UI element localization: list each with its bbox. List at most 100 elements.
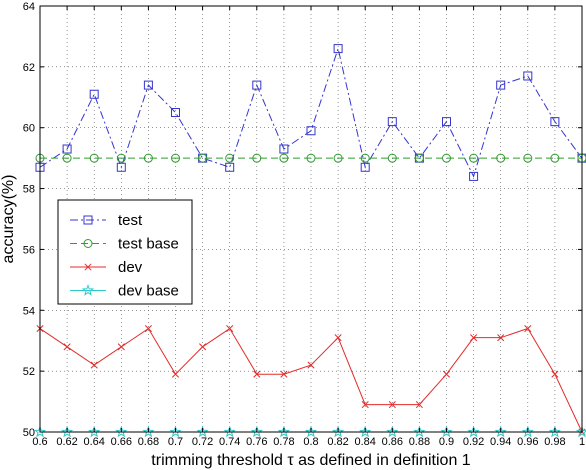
- data-point: [550, 117, 560, 127]
- data-point: [144, 324, 152, 333]
- data-point: [280, 370, 288, 378]
- data-point: [442, 117, 451, 127]
- data-point: [62, 144, 72, 154]
- data-point: [467, 425, 480, 438]
- data-point: [171, 370, 180, 378]
- legend-label: dev: [118, 259, 143, 276]
- data-point: [226, 324, 234, 333]
- legend-label: test base: [118, 236, 179, 253]
- data-point: [548, 425, 562, 438]
- data-point: [469, 153, 479, 163]
- data-point: [199, 343, 207, 351]
- x-tick-label: 0.98: [544, 436, 565, 448]
- data-point: [304, 425, 318, 438]
- x-tick-label: 0.82: [327, 436, 348, 448]
- legend-marker: [81, 284, 95, 296]
- x-tick-label: 0.7: [168, 436, 183, 448]
- data-point: [333, 44, 343, 54]
- data-point: [334, 334, 342, 342]
- y-tick-label: 56: [23, 244, 35, 256]
- series-test: [35, 44, 586, 181]
- data-point: [387, 117, 397, 127]
- x-tick-label: 0.96: [517, 436, 538, 448]
- data-point: [116, 162, 126, 172]
- legend-marker: [84, 263, 92, 271]
- y-tick-label: 54: [23, 305, 35, 317]
- data-point: [470, 334, 478, 342]
- x-tick-label: 0.8: [303, 436, 318, 448]
- x-tick-label: 0.92: [463, 436, 484, 448]
- data-point: [171, 108, 180, 117]
- data-point: [198, 153, 208, 163]
- data-point: [361, 401, 369, 409]
- data-point: [469, 171, 479, 181]
- data-point: [494, 425, 507, 438]
- x-axis-label: trimming threshold τ as defined in defin…: [151, 452, 470, 469]
- data-point: [225, 162, 235, 172]
- data-point: [116, 153, 126, 163]
- y-tick-label: 60: [23, 123, 35, 135]
- data-point: [413, 425, 426, 438]
- data-point: [523, 71, 533, 81]
- data-point: [117, 343, 125, 351]
- x-tick-label: 0.64: [83, 436, 104, 448]
- data-point: [307, 361, 315, 369]
- data-point: [359, 425, 372, 438]
- y-tick-label: 64: [23, 1, 35, 13]
- data-point: [415, 401, 423, 409]
- data-point: [279, 144, 289, 154]
- data-point: [62, 153, 72, 163]
- legend: test test base dev dev base: [57, 199, 193, 305]
- data-point: [223, 425, 236, 438]
- series-dev: [36, 324, 586, 436]
- x-tick-label: 0.72: [192, 436, 213, 448]
- data-point: [277, 425, 291, 438]
- x-tick-label: 0.76: [246, 436, 267, 448]
- x-tick-label: 0.88: [409, 436, 430, 448]
- data-point: [524, 324, 532, 333]
- data-point: [169, 425, 182, 438]
- data-point: [496, 80, 506, 90]
- x-tick-label: 0.86: [382, 436, 403, 448]
- x-tick-label: 0.62: [56, 436, 77, 448]
- data-point: [306, 126, 316, 136]
- data-point: [521, 425, 534, 438]
- x-tick-label: 0.94: [490, 436, 511, 448]
- data-point: [115, 425, 128, 438]
- legend-label: dev base: [118, 283, 179, 300]
- data-point: [89, 153, 99, 163]
- x-tick-label: 0.78: [273, 436, 294, 448]
- legend-marker: [83, 215, 93, 225]
- series-line: [39, 327, 583, 433]
- data-point: [497, 334, 505, 342]
- data-point: [143, 80, 153, 90]
- y-tick-label: 62: [23, 62, 35, 74]
- data-point: [252, 153, 262, 163]
- data-point: [523, 153, 533, 163]
- data-point: [250, 425, 263, 438]
- data-point: [360, 162, 370, 172]
- legend-marker: [83, 239, 93, 248]
- y-tick-label: 52: [23, 366, 35, 378]
- series-test-base: [35, 153, 586, 163]
- data-point: [388, 401, 396, 409]
- data-point: [360, 153, 370, 163]
- data-point: [60, 425, 74, 438]
- data-point: [442, 153, 451, 163]
- data-point: [550, 153, 560, 163]
- data-point: [225, 153, 235, 163]
- data-point: [331, 425, 345, 438]
- data-point: [442, 370, 451, 378]
- axis-ticks: 0.6 0.62 0.64 0.66 0.68 0.7 0.72 0.74 0.76 0.78 0.…: [23, 1, 585, 448]
- data-point: [143, 153, 153, 163]
- x-tick-label: 0.6: [32, 436, 47, 448]
- data-point: [387, 153, 397, 163]
- data-point: [252, 80, 262, 90]
- data-point: [306, 153, 316, 163]
- legend-box: [57, 199, 193, 305]
- data-point: [551, 370, 559, 378]
- x-tick-label: 0.66: [111, 436, 132, 448]
- data-point: [171, 153, 180, 163]
- legend-label: test: [118, 212, 143, 229]
